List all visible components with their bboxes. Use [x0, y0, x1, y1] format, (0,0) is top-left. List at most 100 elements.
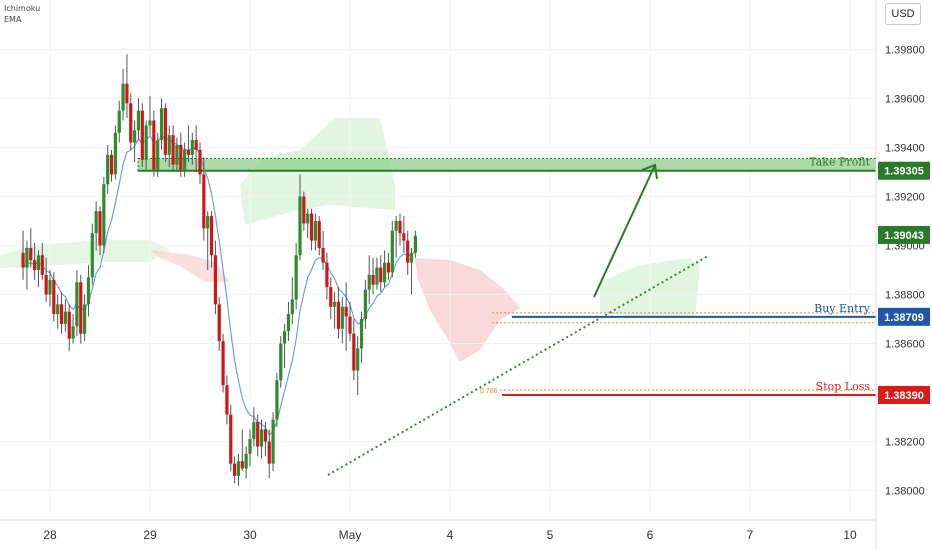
- candle: [256, 414, 260, 457]
- x-tick-label: 30: [243, 528, 257, 542]
- candle: [156, 132, 160, 177]
- candle-body: [294, 255, 298, 300]
- candle-body: [233, 463, 237, 476]
- candle: [125, 54, 129, 119]
- candle: [213, 240, 217, 315]
- indicator-label-ema[interactable]: EMA: [4, 15, 22, 24]
- candle-body: [302, 196, 306, 224]
- candle: [167, 125, 171, 168]
- candle-body: [29, 247, 33, 261]
- candle: [371, 257, 375, 295]
- indicator-label-ichimoku[interactable]: Ichimoku: [4, 4, 41, 13]
- candle: [302, 191, 306, 231]
- candle-body: [402, 233, 406, 241]
- candle: [44, 257, 48, 302]
- candle: [175, 137, 179, 172]
- candle: [163, 103, 167, 163]
- level-label: Stop Loss: [816, 380, 871, 393]
- price-tag-bg: [878, 307, 930, 326]
- candle: [171, 125, 175, 172]
- candle-body: [63, 311, 67, 324]
- y-tick-label: 1.38000: [885, 486, 925, 498]
- candle-body: [325, 262, 329, 288]
- price-tag-value: 1.38709: [884, 312, 924, 324]
- candle-body: [21, 252, 25, 268]
- price-axis: 1.398001.396001.394001.392001.390001.388…: [875, 0, 932, 550]
- x-tick-label: 29: [143, 528, 157, 542]
- candle: [179, 132, 183, 177]
- y-tick-label: 1.39400: [885, 142, 925, 154]
- candle-body: [67, 311, 71, 339]
- candle-body: [109, 154, 114, 175]
- candle-body: [25, 247, 29, 268]
- candle-body: [371, 274, 375, 285]
- candle-body: [175, 145, 179, 165]
- candle: [209, 211, 214, 268]
- candle: [117, 100, 121, 143]
- candle: [294, 243, 298, 310]
- candle-body: [213, 255, 217, 305]
- candle-body: [344, 306, 348, 317]
- x-tick-label: 6: [647, 528, 654, 542]
- x-tick-label: 10: [843, 528, 857, 542]
- candle-body: [79, 282, 83, 334]
- take-profit-zone-rect: [137, 157, 877, 172]
- candle: [217, 296, 221, 351]
- candle: [113, 125, 117, 180]
- candle: [121, 69, 125, 121]
- candle: [279, 336, 283, 388]
- candle-body: [306, 213, 310, 224]
- candle-body: [348, 316, 352, 334]
- candle-body: [413, 235, 417, 253]
- candle: [352, 319, 356, 381]
- candle-body: [263, 429, 267, 442]
- candle: [348, 301, 352, 342]
- candle-body: [202, 174, 206, 229]
- candle-body: [321, 247, 325, 263]
- candle: [98, 206, 102, 256]
- price-tag-bg: [878, 161, 930, 180]
- candle-body: [52, 279, 56, 315]
- y-tick-label: 1.39200: [885, 191, 925, 203]
- candle: [356, 336, 360, 395]
- candle: [83, 294, 87, 342]
- candle: [102, 176, 106, 253]
- y-tick-label: 1.39800: [885, 44, 925, 56]
- price-tag-bg: [878, 386, 930, 404]
- candle-body: [75, 282, 79, 327]
- candle: [313, 213, 317, 251]
- candle: [129, 93, 133, 150]
- candle: [252, 407, 256, 447]
- candle-body: [83, 304, 87, 334]
- candle-body: [225, 385, 229, 415]
- candle: [59, 292, 64, 334]
- candle-body: [94, 211, 98, 234]
- candle-body: [286, 314, 291, 332]
- price-axis-bg: [876, 0, 932, 520]
- candle: [25, 240, 29, 290]
- candle-body: [106, 154, 110, 185]
- level-label: Buy Entry: [814, 302, 871, 315]
- candle: [298, 174, 302, 261]
- candle-body: [113, 132, 117, 175]
- candle: [329, 277, 333, 320]
- candle: [244, 446, 248, 479]
- candle-body: [59, 304, 64, 324]
- candle: [194, 125, 198, 172]
- candle: [63, 299, 67, 332]
- candle: [267, 429, 271, 479]
- candle: [363, 279, 367, 329]
- candle-body: [167, 135, 171, 155]
- candle-body: [152, 120, 156, 170]
- candle: [71, 314, 75, 344]
- candle: [321, 230, 325, 270]
- candle: [152, 110, 156, 177]
- candle: [402, 216, 406, 253]
- candle-body: [375, 267, 379, 285]
- candle-body: [244, 453, 248, 469]
- currency-button[interactable]: USD: [885, 3, 921, 25]
- candle: [229, 404, 233, 471]
- candle-body: [171, 135, 175, 165]
- candle: [367, 255, 371, 305]
